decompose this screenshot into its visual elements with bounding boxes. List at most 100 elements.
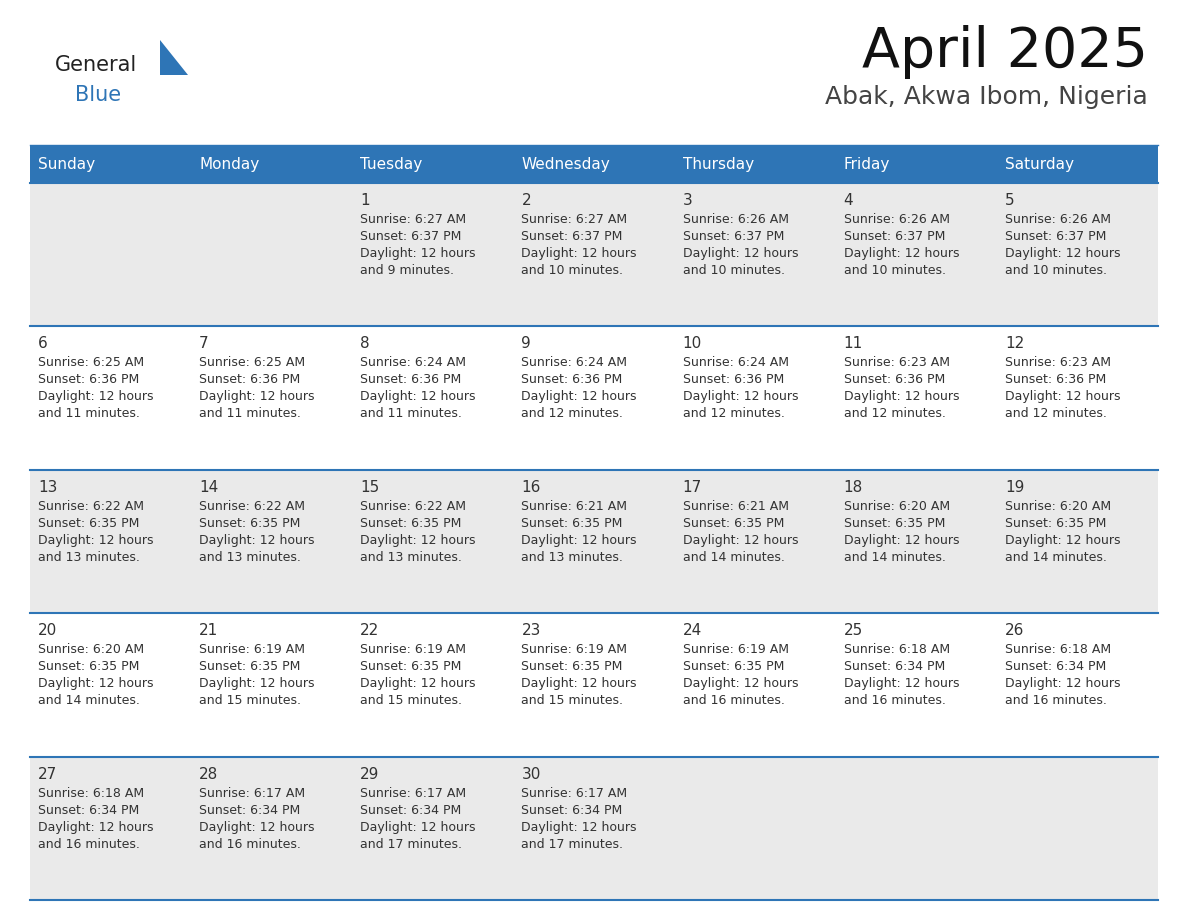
Text: and 16 minutes.: and 16 minutes.	[843, 694, 946, 707]
Text: 3: 3	[683, 193, 693, 208]
Text: and 13 minutes.: and 13 minutes.	[360, 551, 462, 564]
Text: Saturday: Saturday	[1005, 156, 1074, 172]
Bar	[30, 470, 1158, 613]
Text: and 11 minutes.: and 11 minutes.	[200, 408, 301, 420]
Text: Daylight: 12 hours: Daylight: 12 hours	[843, 247, 959, 260]
Text: and 12 minutes.: and 12 minutes.	[843, 408, 946, 420]
Text: 15: 15	[360, 480, 379, 495]
Text: Daylight: 12 hours: Daylight: 12 hours	[522, 677, 637, 690]
Text: Sunrise: 6:26 AM: Sunrise: 6:26 AM	[843, 213, 949, 226]
Text: Sunrise: 6:19 AM: Sunrise: 6:19 AM	[683, 644, 789, 656]
Text: and 15 minutes.: and 15 minutes.	[522, 694, 624, 707]
Text: Sunrise: 6:18 AM: Sunrise: 6:18 AM	[1005, 644, 1111, 656]
Text: 10: 10	[683, 336, 702, 352]
Text: Daylight: 12 hours: Daylight: 12 hours	[683, 390, 798, 403]
Text: 27: 27	[38, 767, 57, 781]
Text: Daylight: 12 hours: Daylight: 12 hours	[1005, 247, 1120, 260]
Text: Monday: Monday	[200, 156, 259, 172]
Text: Sunset: 6:36 PM: Sunset: 6:36 PM	[522, 374, 623, 386]
Text: and 14 minutes.: and 14 minutes.	[1005, 551, 1107, 564]
Text: Daylight: 12 hours: Daylight: 12 hours	[1005, 390, 1120, 403]
Text: Sunrise: 6:17 AM: Sunrise: 6:17 AM	[360, 787, 467, 800]
Text: Sunrise: 6:20 AM: Sunrise: 6:20 AM	[1005, 499, 1111, 513]
Text: 5: 5	[1005, 193, 1015, 208]
Bar	[30, 613, 1158, 756]
Text: and 16 minutes.: and 16 minutes.	[1005, 694, 1107, 707]
Text: and 14 minutes.: and 14 minutes.	[38, 694, 140, 707]
Text: Sunset: 6:34 PM: Sunset: 6:34 PM	[1005, 660, 1106, 673]
Text: Daylight: 12 hours: Daylight: 12 hours	[38, 821, 153, 834]
Bar	[30, 327, 1158, 470]
Text: Sunrise: 6:23 AM: Sunrise: 6:23 AM	[843, 356, 949, 369]
Text: and 13 minutes.: and 13 minutes.	[38, 551, 140, 564]
Text: Daylight: 12 hours: Daylight: 12 hours	[683, 533, 798, 547]
Text: 13: 13	[38, 480, 57, 495]
Text: Sunset: 6:35 PM: Sunset: 6:35 PM	[522, 517, 623, 530]
Text: 6: 6	[38, 336, 48, 352]
Text: Sunrise: 6:19 AM: Sunrise: 6:19 AM	[200, 644, 305, 656]
Text: and 9 minutes.: and 9 minutes.	[360, 264, 454, 277]
Text: Daylight: 12 hours: Daylight: 12 hours	[360, 390, 475, 403]
Text: Daylight: 12 hours: Daylight: 12 hours	[522, 247, 637, 260]
Text: and 13 minutes.: and 13 minutes.	[522, 551, 624, 564]
Text: 30: 30	[522, 767, 541, 781]
Text: and 17 minutes.: and 17 minutes.	[360, 837, 462, 851]
Text: Sunrise: 6:17 AM: Sunrise: 6:17 AM	[200, 787, 305, 800]
Text: Sunset: 6:35 PM: Sunset: 6:35 PM	[38, 517, 139, 530]
Text: Sunset: 6:35 PM: Sunset: 6:35 PM	[200, 517, 301, 530]
Text: April 2025: April 2025	[862, 25, 1148, 79]
Text: and 10 minutes.: and 10 minutes.	[1005, 264, 1107, 277]
Text: Sunset: 6:35 PM: Sunset: 6:35 PM	[522, 660, 623, 673]
Text: and 14 minutes.: and 14 minutes.	[843, 551, 946, 564]
Text: Daylight: 12 hours: Daylight: 12 hours	[200, 533, 315, 547]
Text: 12: 12	[1005, 336, 1024, 352]
Text: Sunset: 6:34 PM: Sunset: 6:34 PM	[360, 803, 461, 817]
Text: Daylight: 12 hours: Daylight: 12 hours	[522, 390, 637, 403]
Text: 25: 25	[843, 623, 862, 638]
Text: Wednesday: Wednesday	[522, 156, 611, 172]
Text: Sunset: 6:35 PM: Sunset: 6:35 PM	[200, 660, 301, 673]
Text: 16: 16	[522, 480, 541, 495]
Text: 8: 8	[360, 336, 369, 352]
Text: Sunrise: 6:23 AM: Sunrise: 6:23 AM	[1005, 356, 1111, 369]
Bar	[30, 756, 1158, 900]
Text: Sunset: 6:37 PM: Sunset: 6:37 PM	[360, 230, 462, 243]
Text: Sunset: 6:36 PM: Sunset: 6:36 PM	[683, 374, 784, 386]
Text: Sunrise: 6:22 AM: Sunrise: 6:22 AM	[200, 499, 305, 513]
Text: Sunrise: 6:19 AM: Sunrise: 6:19 AM	[522, 644, 627, 656]
Text: Daylight: 12 hours: Daylight: 12 hours	[683, 677, 798, 690]
Text: Sunday: Sunday	[38, 156, 95, 172]
Text: Daylight: 12 hours: Daylight: 12 hours	[843, 390, 959, 403]
Text: Thursday: Thursday	[683, 156, 753, 172]
Text: Sunrise: 6:26 AM: Sunrise: 6:26 AM	[683, 213, 789, 226]
Text: Sunrise: 6:26 AM: Sunrise: 6:26 AM	[1005, 213, 1111, 226]
Text: Sunrise: 6:27 AM: Sunrise: 6:27 AM	[360, 213, 467, 226]
Text: Daylight: 12 hours: Daylight: 12 hours	[360, 533, 475, 547]
Text: and 12 minutes.: and 12 minutes.	[522, 408, 624, 420]
Text: Sunset: 6:35 PM: Sunset: 6:35 PM	[38, 660, 139, 673]
Text: Daylight: 12 hours: Daylight: 12 hours	[200, 390, 315, 403]
Text: and 10 minutes.: and 10 minutes.	[522, 264, 624, 277]
Text: and 16 minutes.: and 16 minutes.	[38, 837, 140, 851]
Text: 11: 11	[843, 336, 862, 352]
Text: Daylight: 12 hours: Daylight: 12 hours	[683, 247, 798, 260]
Text: Sunrise: 6:24 AM: Sunrise: 6:24 AM	[360, 356, 466, 369]
Text: 7: 7	[200, 336, 209, 352]
Text: and 15 minutes.: and 15 minutes.	[200, 694, 301, 707]
Text: Sunset: 6:35 PM: Sunset: 6:35 PM	[360, 517, 462, 530]
Text: 14: 14	[200, 480, 219, 495]
Text: Sunset: 6:35 PM: Sunset: 6:35 PM	[683, 517, 784, 530]
Text: Daylight: 12 hours: Daylight: 12 hours	[843, 677, 959, 690]
Text: 2: 2	[522, 193, 531, 208]
Text: Daylight: 12 hours: Daylight: 12 hours	[38, 390, 153, 403]
Text: and 15 minutes.: and 15 minutes.	[360, 694, 462, 707]
Text: and 16 minutes.: and 16 minutes.	[200, 837, 301, 851]
Text: and 12 minutes.: and 12 minutes.	[1005, 408, 1107, 420]
Text: Sunrise: 6:21 AM: Sunrise: 6:21 AM	[683, 499, 789, 513]
Text: Sunset: 6:36 PM: Sunset: 6:36 PM	[1005, 374, 1106, 386]
Text: Sunrise: 6:22 AM: Sunrise: 6:22 AM	[38, 499, 144, 513]
Text: 26: 26	[1005, 623, 1024, 638]
Text: Sunset: 6:35 PM: Sunset: 6:35 PM	[843, 517, 946, 530]
Text: 23: 23	[522, 623, 541, 638]
Text: Sunset: 6:34 PM: Sunset: 6:34 PM	[200, 803, 301, 817]
